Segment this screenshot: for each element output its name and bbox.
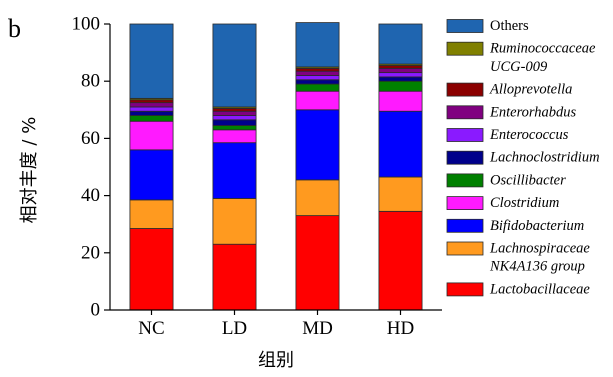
bar-nc-lachnoclostridium bbox=[129, 110, 174, 116]
bar-nc-bifidobacterium bbox=[129, 149, 174, 201]
legend-label-bifidobacterium: Bifidobacterium bbox=[490, 218, 584, 234]
y-tick-label: 80 bbox=[81, 71, 100, 92]
bar-ld-lactobacillaceae bbox=[212, 243, 257, 311]
bar-nc-enterococcus bbox=[129, 106, 174, 112]
legend-swatch-ruminococcaceae-ucg-009 bbox=[446, 41, 484, 56]
y-tick-label: 100 bbox=[72, 14, 101, 35]
y-tick-label: 0 bbox=[91, 300, 101, 321]
bar-hd-enterorhabdus bbox=[378, 67, 423, 74]
x-tick-label-md: MD bbox=[302, 318, 333, 339]
legend-label-enterococcus: Enterococcus bbox=[489, 127, 569, 143]
bar-ld-enterococcus bbox=[212, 115, 257, 121]
axes-group bbox=[109, 24, 442, 311]
legend-label-lachnoclostridium: Lachnoclostridium bbox=[489, 150, 600, 166]
bar-hd-alloprevotella bbox=[378, 65, 423, 69]
legend-label-enterorhabdus: Enterorhabdus bbox=[489, 104, 577, 120]
legend: Others Ruminococcaceae UCG-009 Alloprevotel… bbox=[446, 18, 600, 297]
bar-nc-oscillibacter bbox=[129, 115, 174, 122]
legend-swatch-others bbox=[446, 19, 484, 33]
x-axis-title: 组别 bbox=[258, 350, 294, 371]
bar-hd-oscillibacter bbox=[378, 80, 423, 92]
legend-swatch-lachnoclostridium bbox=[446, 150, 484, 165]
y-axis-title: 相对丰度 / % bbox=[19, 117, 40, 224]
legend-label-alloprevotella: Alloprevotella bbox=[489, 82, 572, 98]
bar-md-lachnospiraceae-nk4a136-group bbox=[295, 179, 340, 217]
bar-md-bifidobacterium bbox=[295, 109, 340, 181]
bars-group bbox=[129, 22, 423, 311]
bar-hd-clostridium bbox=[378, 90, 423, 112]
bar-ld-alloprevotella bbox=[212, 107, 257, 112]
legend-swatch-enterorhabdus bbox=[446, 105, 484, 120]
bar-hd-enterococcus bbox=[378, 72, 423, 78]
legend-label-lactobacillaceae: Lactobacillaceae bbox=[489, 281, 590, 297]
legend-label-lachnospiraceae-nk4a136-group: Lachnospiraceae bbox=[489, 241, 590, 257]
legend-swatch-oscillibacter bbox=[446, 173, 484, 188]
y-tick-label: 40 bbox=[81, 185, 100, 206]
legend-swatch-bifidobacterium bbox=[446, 218, 484, 233]
y-tick-label: 60 bbox=[81, 128, 100, 149]
bar-nc-lactobacillaceae bbox=[129, 228, 174, 311]
legend-label-ruminococcaceae-ucg-009: Ruminococcaceae bbox=[489, 41, 596, 57]
bar-hd-lachnoclostridium bbox=[378, 76, 423, 82]
panel-label: b bbox=[8, 14, 21, 43]
bar-md-oscillibacter bbox=[295, 83, 340, 92]
y-tick-label: 20 bbox=[81, 242, 100, 263]
legend-label-clostridium: Clostridium bbox=[490, 195, 559, 211]
bar-md-alloprevotella bbox=[295, 67, 340, 72]
legend-label-others: Others bbox=[490, 18, 529, 34]
legend-label-lachnospiraceae-nk4a136-group: NK4A136 group bbox=[489, 259, 585, 275]
x-ticks-group: NC LD MD HD bbox=[138, 310, 414, 339]
bar-md-lachnoclostridium bbox=[295, 79, 340, 85]
bar-ld-enterorhabdus bbox=[212, 110, 257, 116]
bar-nc-clostridium bbox=[129, 120, 174, 151]
bar-ld-others bbox=[212, 23, 257, 108]
x-tick-label-ld: LD bbox=[222, 318, 247, 339]
legend-swatch-lachnospiraceae-nk4a136-group bbox=[446, 241, 484, 256]
bar-md-enterorhabdus bbox=[295, 70, 340, 76]
legend-swatch-enterococcus bbox=[446, 128, 484, 142]
legend-label-ruminococcaceae-ucg-009: UCG-009 bbox=[490, 59, 548, 75]
bar-ld-bifidobacterium bbox=[212, 142, 257, 199]
bar-md-clostridium bbox=[295, 90, 340, 111]
bar-ld-oscillibacter bbox=[212, 125, 257, 131]
bar-ld-clostridium bbox=[212, 129, 257, 144]
y-ticks-group: 0 20 40 60 80 100 bbox=[72, 14, 110, 321]
bar-nc-others bbox=[129, 23, 174, 99]
bar-hd-lactobacillaceae bbox=[378, 210, 423, 311]
x-tick-label-hd: HD bbox=[387, 318, 414, 339]
bar-hd-lachnospiraceae-nk4a136-group bbox=[378, 176, 423, 212]
bar-nc-lachnospiraceae-nk4a136-group bbox=[129, 199, 174, 229]
bar-hd-others bbox=[378, 23, 423, 65]
x-tick-label-nc: NC bbox=[138, 318, 164, 339]
legend-swatch-alloprevotella bbox=[446, 82, 484, 97]
bar-ld-lachnospiraceae-nk4a136-group bbox=[212, 198, 257, 245]
bar-hd-bifidobacterium bbox=[378, 110, 423, 178]
bar-nc-alloprevotella bbox=[129, 99, 174, 104]
legend-swatch-lactobacillaceae bbox=[446, 282, 484, 297]
bar-md-others bbox=[295, 22, 340, 68]
bar-md-lactobacillaceae bbox=[295, 215, 340, 311]
legend-swatch-clostridium bbox=[446, 196, 484, 211]
legend-label-oscillibacter: Oscillibacter bbox=[490, 172, 566, 188]
bar-ld-lachnoclostridium bbox=[212, 119, 257, 126]
bar-nc-enterorhabdus bbox=[129, 102, 174, 108]
bar-md-enterococcus bbox=[295, 75, 340, 81]
